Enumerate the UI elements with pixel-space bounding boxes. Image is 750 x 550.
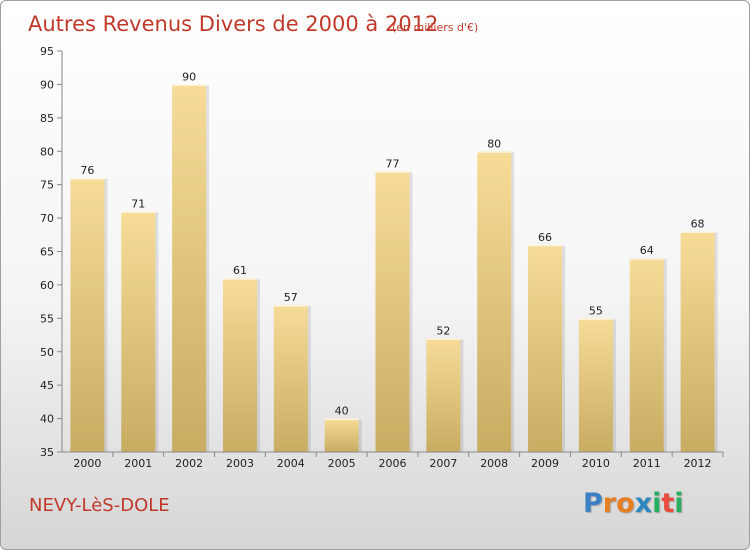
x-tick-label: 2010 [582, 457, 610, 470]
bar-highlight [121, 211, 156, 213]
logo-letter: r [602, 488, 617, 519]
x-tick-label: 2003 [226, 457, 254, 470]
bar-2012 [680, 231, 715, 452]
bar-2007 [426, 338, 461, 452]
y-tick-label: 95 [40, 45, 54, 58]
proxiti-logo: Proxiti [583, 488, 684, 519]
y-tick-label: 90 [40, 78, 54, 91]
x-tick-label: 2007 [429, 457, 457, 470]
x-tick-label: 2009 [531, 457, 559, 470]
bar-highlight [222, 278, 257, 280]
y-tick-label: 35 [40, 446, 54, 459]
y-tick-label: 60 [40, 279, 54, 292]
x-tick-label: 2012 [684, 457, 712, 470]
logo-letter: x [634, 488, 653, 519]
x-tick-label: 2006 [379, 457, 407, 470]
y-tick-label: 75 [40, 179, 54, 192]
value-label-2010: 55 [589, 304, 603, 317]
bar-highlight [375, 171, 410, 173]
x-tick-label: 2002 [175, 457, 203, 470]
value-label-2012: 68 [691, 217, 705, 230]
value-label-2003: 61 [233, 264, 247, 277]
bar-highlight [477, 151, 512, 153]
x-tick-label: 2004 [277, 457, 305, 470]
value-label-2005: 40 [335, 405, 349, 418]
logo-letter: i [674, 488, 684, 519]
x-axis: 2000 2001 2002 2003 2004 2005 2006 2007 2008 2009… [62, 451, 724, 470]
bar-highlight [324, 418, 359, 421]
bar-highlight [680, 231, 715, 233]
x-tick-label: 2008 [480, 457, 508, 470]
bar-2009 [528, 244, 563, 452]
bar-2003 [222, 278, 257, 452]
y-axis: 35 40 45 50 55 60 65 70 75 80 85 90 95 [40, 45, 63, 459]
chart-title: Autres Revenus Divers de 2000 à 2012 [28, 12, 438, 36]
bar-2011 [629, 258, 664, 452]
value-label-2004: 57 [284, 291, 298, 304]
value-label-2009: 66 [538, 231, 552, 244]
bar-highlight [70, 177, 105, 180]
bar-2004 [273, 304, 308, 452]
y-tick-label: 80 [40, 145, 54, 158]
bar-2010 [578, 318, 613, 452]
value-label-2008: 80 [487, 137, 501, 150]
y-tick-label: 70 [40, 212, 54, 225]
bar-highlight [426, 338, 461, 340]
x-tick-label: 2011 [633, 457, 661, 470]
logo-letter: P [583, 488, 603, 519]
value-label-2001: 71 [131, 197, 145, 210]
chart-subtitle: (en milliers d'€) [392, 21, 478, 34]
bars: 76 71 90 61 57 40 77 52 80 66 55 64 68 [70, 70, 718, 453]
commune-name: NEVY-LèS-DOLE [29, 495, 170, 516]
bar-highlight [172, 84, 207, 86]
y-tick-label: 50 [40, 346, 54, 359]
x-tick-label: 2005 [328, 457, 356, 470]
value-label-2007: 52 [436, 324, 450, 337]
logo-letter: t [661, 488, 675, 519]
bar-highlight [273, 304, 308, 307]
bar-2002 [172, 84, 207, 453]
bar-2000 [70, 177, 105, 452]
y-tick-label: 55 [40, 312, 54, 325]
y-tick-label: 45 [40, 379, 54, 392]
value-label-2000: 76 [80, 164, 94, 177]
bar-2001 [121, 211, 156, 452]
bar-highlight [629, 258, 664, 260]
value-label-2011: 64 [640, 244, 654, 257]
bar-highlight [578, 318, 613, 320]
value-label-2006: 77 [386, 157, 400, 170]
logo-letter: o [616, 488, 635, 519]
y-tick-label: 65 [40, 246, 54, 259]
logo-letter: i [652, 488, 662, 519]
value-label-2002: 90 [182, 70, 196, 83]
bar-2008 [477, 151, 512, 452]
y-tick-label: 85 [40, 112, 54, 125]
y-tick-label: 40 [40, 413, 54, 426]
x-tick-label: 2001 [124, 457, 152, 470]
x-tick-label: 2000 [73, 457, 101, 470]
bar-2006 [375, 171, 410, 453]
bar-highlight [528, 244, 563, 247]
bar-2005 [324, 418, 359, 452]
